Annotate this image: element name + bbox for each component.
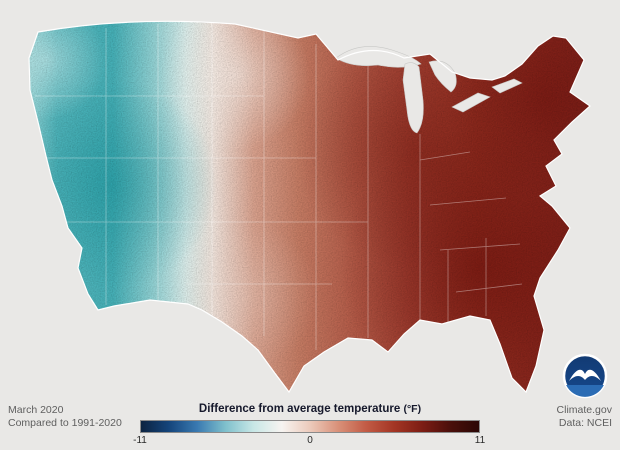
map-baseline: Compared to 1991-2020 bbox=[8, 417, 122, 429]
legend-title-text: Difference from average temperature bbox=[198, 403, 401, 415]
us-temperature-anomaly-map bbox=[28, 20, 608, 399]
lake-superior bbox=[335, 46, 422, 68]
colorbar bbox=[140, 420, 480, 433]
lake-huron bbox=[428, 60, 457, 93]
credit-data: Data: NCEI bbox=[558, 417, 612, 429]
legend-units: (°F) bbox=[403, 403, 422, 415]
lake-erie bbox=[451, 92, 491, 113]
legend-tick-max: 11 bbox=[474, 435, 486, 446]
legend-tick-min: -11 bbox=[133, 435, 147, 446]
legend-tick-mid: 0 bbox=[307, 435, 313, 446]
lake-ontario bbox=[491, 78, 523, 94]
noaa-logo bbox=[562, 353, 608, 399]
footer: March 2020 Compared to 1991-2020 Differe… bbox=[0, 402, 620, 450]
seagull-icon bbox=[569, 369, 601, 381]
great-lakes bbox=[335, 46, 523, 134]
map-period: March 2020 bbox=[8, 404, 64, 416]
legend-title: Difference from average temperature (°F) bbox=[70, 403, 550, 415]
credit-block: Climate.gov Data: NCEI bbox=[557, 404, 612, 430]
credit-site: Climate.gov bbox=[556, 404, 612, 416]
logo-ocean bbox=[566, 385, 604, 397]
lake-michigan bbox=[402, 62, 424, 134]
state-borders bbox=[29, 21, 523, 350]
period-block: March 2020 Compared to 1991-2020 bbox=[8, 404, 122, 430]
